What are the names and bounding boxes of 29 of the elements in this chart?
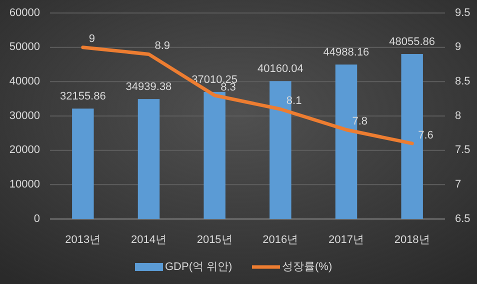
data-label: 48055.86 xyxy=(389,36,436,48)
y2-tick-label: 7 xyxy=(455,178,462,191)
data-label: 44988.16 xyxy=(323,46,370,58)
legend-label: GDP(억 위안) xyxy=(165,260,232,273)
y-tick-label: 50000 xyxy=(9,41,40,54)
y-tick-label: 0 xyxy=(34,212,40,225)
x-tick-label: 2018년 xyxy=(394,234,430,246)
x-tick-label: 2016년 xyxy=(262,234,298,246)
data-label: 9 xyxy=(88,33,96,46)
y-tick-label: 30000 xyxy=(9,110,40,122)
y2-tick-label: 6.5 xyxy=(455,212,470,225)
y-tick-label: 20000 xyxy=(9,144,40,156)
x-tick-label: 2014년 xyxy=(131,234,166,246)
y2-tick-label: 7.5 xyxy=(455,144,470,156)
y2-tick-label: 8.5 xyxy=(455,76,470,88)
x-tick-label: 2013년 xyxy=(65,234,101,246)
data-label: 32155.86 xyxy=(60,90,106,103)
x-tick-label: 2015년 xyxy=(196,234,232,246)
data-label: 40160.04 xyxy=(257,63,304,76)
y2-tick-label: 9.5 xyxy=(455,6,470,19)
y2-tick-label: 9 xyxy=(455,41,462,54)
data-label: 34939.38 xyxy=(126,80,172,93)
y-tick-label: 60000 xyxy=(9,6,40,19)
y-tick-label: 10000 xyxy=(9,178,40,191)
x-tick-label: 2017년 xyxy=(328,234,364,246)
y2-tick-label: 8 xyxy=(455,110,462,122)
y-tick-label: 40000 xyxy=(9,76,40,88)
data-label: 8.9 xyxy=(154,40,170,52)
legend-label: 성장률(%) xyxy=(282,260,332,273)
